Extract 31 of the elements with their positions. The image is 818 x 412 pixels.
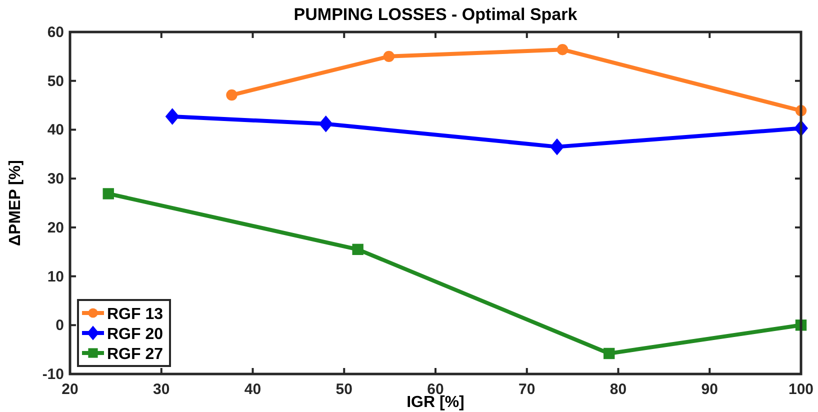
- y-tick-label: 60: [47, 24, 64, 41]
- point: [226, 89, 238, 101]
- y-tick-label: 50: [47, 72, 64, 90]
- y-tick-label: 30: [47, 170, 64, 188]
- x-tick-label: 90: [701, 381, 718, 398]
- y-tick-label: -10: [42, 366, 64, 383]
- x-tick-label: 50: [336, 381, 352, 398]
- x-tick-label: 80: [610, 381, 627, 398]
- x-tick-label: 40: [244, 381, 262, 398]
- y-tick-label: 20: [47, 219, 64, 236]
- y-tick-label: 0: [56, 317, 64, 334]
- y-tick-label: 40: [47, 122, 64, 139]
- y-axis-title: ΔPMEP [%]: [7, 160, 24, 246]
- point: [102, 188, 114, 200]
- x-tick-label: 30: [153, 381, 170, 398]
- point: [383, 50, 394, 62]
- legend-label: RGF 13: [107, 306, 164, 323]
- point: [352, 244, 364, 256]
- point: [604, 348, 615, 360]
- x-axis-title: IGR [%]: [406, 394, 464, 411]
- x-tick-label: 70: [518, 381, 536, 398]
- legend-label: RGF 20: [107, 326, 164, 343]
- x-tick-label: 100: [788, 381, 814, 398]
- point: [550, 138, 564, 156]
- chart-title: PUMPING LOSSES - Optimal Spark: [294, 5, 578, 24]
- point: [318, 115, 333, 132]
- legend-label: RGF 27: [107, 346, 164, 363]
- y-tick-label: 10: [47, 268, 64, 286]
- point: [556, 44, 568, 56]
- x-tick-label: 20: [62, 381, 78, 398]
- point: [165, 108, 180, 125]
